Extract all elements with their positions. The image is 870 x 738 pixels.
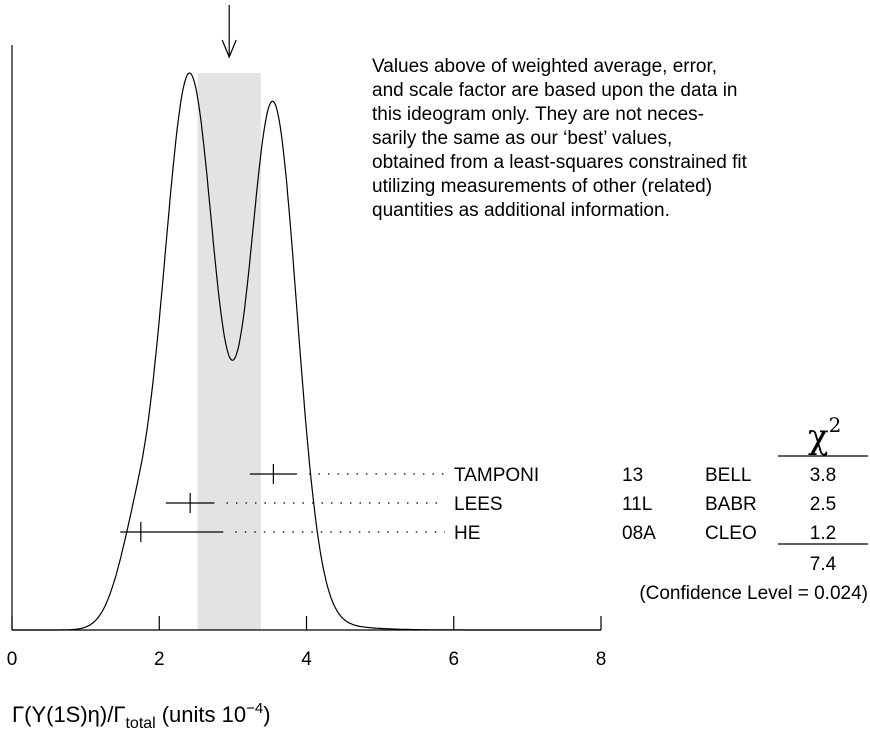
chi2-header: χ2 — [808, 413, 841, 457]
x-axis-label: Γ(Υ(1S)η)/Γtotal (units 10−4) — [12, 700, 271, 732]
x-tick-label: 6 — [448, 649, 459, 670]
x-tick-label: 2 — [154, 649, 165, 670]
note-line: quantities as additional information. — [372, 200, 670, 221]
chi2-total: 7.4 — [810, 554, 837, 575]
x-tick-label: 0 — [7, 649, 18, 670]
collaboration: BELL — [705, 465, 751, 486]
year: 11L — [622, 494, 652, 515]
note-line: Values above of weighted average, error, — [372, 56, 717, 77]
label-close: ) — [263, 702, 270, 727]
note-line: this ideogram only. They are not neces- — [372, 104, 704, 125]
author: LEES — [454, 494, 503, 515]
label-main: Γ(Υ(1S)η)/Γ — [12, 702, 125, 727]
chi2-value: 3.8 — [810, 465, 836, 486]
chi2-exp: 2 — [829, 413, 842, 437]
x-tick-label: 4 — [301, 649, 312, 670]
label-sub: total — [125, 715, 155, 732]
x-tick-label: 8 — [596, 649, 607, 670]
chi2-value: 1.2 — [810, 523, 836, 544]
confidence-level: (Confidence Level = 0.024) — [639, 583, 868, 604]
ideogram-curve — [12, 72, 601, 631]
note-line: and scale factor are based upon the data… — [372, 80, 737, 101]
collaboration: BABR — [705, 494, 757, 515]
label-units: (units 10 — [162, 702, 246, 727]
arrow-head — [221, 39, 237, 59]
author: HE — [454, 523, 480, 544]
chi2-symbol: χ — [808, 417, 829, 457]
note-line: sarily the same as our ‘best’ values, — [372, 128, 672, 149]
collaboration: CLEO — [705, 523, 757, 544]
author: TAMPONI — [454, 465, 539, 486]
year: 08A — [622, 523, 656, 544]
chi2-value: 2.5 — [810, 494, 836, 515]
average-band — [197, 73, 261, 630]
note-line: obtained from a least-squares constraine… — [372, 152, 748, 173]
note-line: utilizing measurements of other (related… — [372, 176, 712, 197]
label-exp: −4 — [246, 700, 263, 717]
year: 13 — [622, 465, 643, 486]
